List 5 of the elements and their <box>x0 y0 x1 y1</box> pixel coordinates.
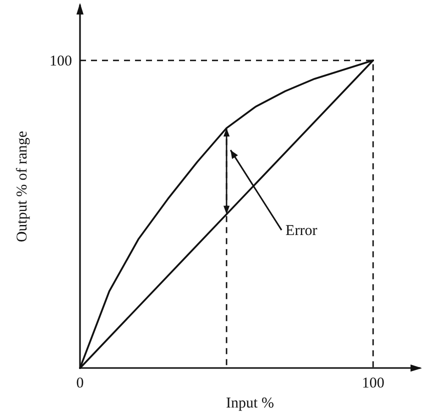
x-axis-title: Input % <box>226 396 274 412</box>
annotation: Error <box>286 223 318 240</box>
text: 100 <box>50 53 72 70</box>
y-axis-title: Output % of range <box>14 130 30 242</box>
x-tick-label: 0 <box>76 376 84 392</box>
